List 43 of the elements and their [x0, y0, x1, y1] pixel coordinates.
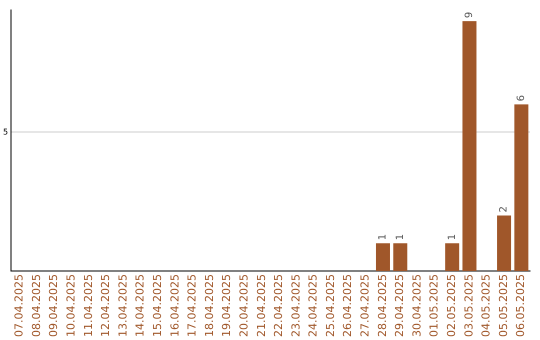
data-label: 2 [498, 206, 510, 212]
x-tick-label: 03.05.2025 [462, 274, 476, 338]
x-tick-label: 12.04.2025 [99, 274, 112, 338]
x-tick-label: 21.04.2025 [254, 274, 268, 338]
x-tick-label: 15.04.2025 [150, 274, 164, 338]
bar [445, 243, 460, 272]
x-tick-label: 17.04.2025 [186, 274, 199, 338]
x-tick-label: 19.04.2025 [220, 274, 234, 338]
x-tick-label: 25.04.2025 [324, 274, 337, 338]
x-tick-label: 22.04.2025 [272, 274, 286, 338]
data-label: 1 [378, 234, 389, 240]
x-tick-label: 05.05.2025 [496, 274, 510, 338]
x-tick-label: 30.04.2025 [410, 274, 424, 338]
x-tick-label: 10.04.2025 [64, 274, 78, 338]
x-tick-label: 16.04.2025 [168, 274, 182, 338]
bar [514, 104, 528, 272]
data-label: 9 [464, 12, 476, 18]
data-label: 1 [446, 234, 458, 240]
x-tick-label: 26.04.2025 [341, 274, 354, 338]
bar [497, 215, 512, 272]
x-tick-label: 01.05.2025 [428, 274, 441, 338]
data-label: 6 [516, 95, 527, 102]
x-tick-label: 08.04.2025 [30, 274, 43, 338]
bar [462, 21, 476, 272]
data-label: 1 [394, 234, 406, 240]
x-tick-label: 24.04.2025 [306, 274, 320, 338]
x-tick-label: 13.04.2025 [116, 274, 130, 338]
x-tick-label: 14.04.2025 [134, 274, 147, 338]
x-tick-label: 11.04.2025 [82, 274, 95, 338]
y-tick-label: 5 [2, 127, 8, 136]
x-tick-label: 27.04.2025 [358, 274, 372, 338]
x-tick-label: 29.04.2025 [393, 274, 406, 338]
x-tick-label: 02.05.2025 [445, 274, 458, 338]
bar [393, 243, 408, 272]
x-tick-label: 09.04.2025 [47, 274, 60, 338]
x-tick-label: 28.04.2025 [376, 274, 389, 338]
x-tick-label: 07.04.2025 [12, 274, 26, 338]
x-tick-label: 04.05.2025 [480, 274, 493, 338]
x-tick-label: 23.04.2025 [289, 274, 302, 338]
x-tick-label: 20.04.2025 [237, 274, 250, 338]
x-tick-label: 18.04.2025 [202, 274, 216, 338]
x-tick-label: 06.05.2025 [514, 274, 528, 338]
bar [376, 243, 390, 272]
